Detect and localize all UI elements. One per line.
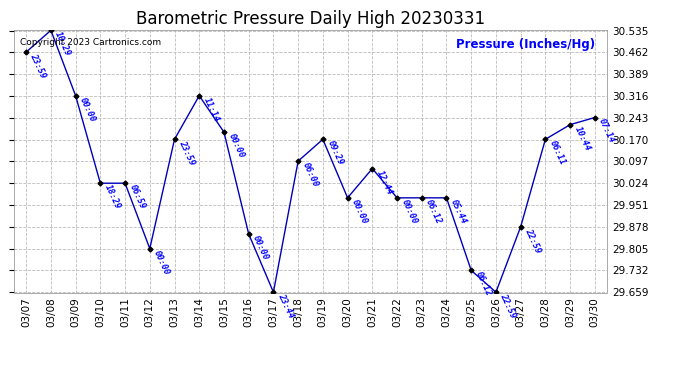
- Text: Copyright 2023 Cartronics.com: Copyright 2023 Cartronics.com: [20, 38, 161, 47]
- Text: 05:44: 05:44: [449, 198, 469, 225]
- Text: 23:59: 23:59: [177, 139, 196, 167]
- Text: 23:44: 23:44: [276, 292, 295, 320]
- Text: 11:14: 11:14: [201, 96, 221, 123]
- Text: 00:00: 00:00: [152, 249, 172, 276]
- Text: 00:00: 00:00: [400, 198, 419, 225]
- Title: Barometric Pressure Daily High 20230331: Barometric Pressure Daily High 20230331: [136, 10, 485, 28]
- Text: 10:29: 10:29: [53, 30, 72, 58]
- Text: 06:11: 06:11: [548, 139, 567, 167]
- Text: 06:12: 06:12: [474, 270, 493, 298]
- Text: 06:12: 06:12: [424, 198, 444, 225]
- Text: 00:00: 00:00: [226, 132, 246, 160]
- Text: 00:00: 00:00: [78, 96, 97, 123]
- Text: 00:00: 00:00: [350, 198, 369, 225]
- Text: 09:29: 09:29: [326, 139, 344, 167]
- Text: 23:59: 23:59: [29, 52, 48, 80]
- Text: 06:00: 06:00: [301, 161, 320, 189]
- Text: 00:00: 00:00: [251, 234, 270, 261]
- Text: 12:44: 12:44: [375, 169, 394, 196]
- Text: 06:59: 06:59: [128, 183, 147, 211]
- Text: 07:14: 07:14: [598, 117, 617, 145]
- Text: 22:59: 22:59: [523, 227, 542, 254]
- Text: 22:59: 22:59: [498, 292, 518, 320]
- Text: 18:29: 18:29: [103, 183, 122, 211]
- Text: Pressure (Inches/Hg): Pressure (Inches/Hg): [456, 38, 595, 51]
- Text: 10:44: 10:44: [573, 124, 592, 152]
